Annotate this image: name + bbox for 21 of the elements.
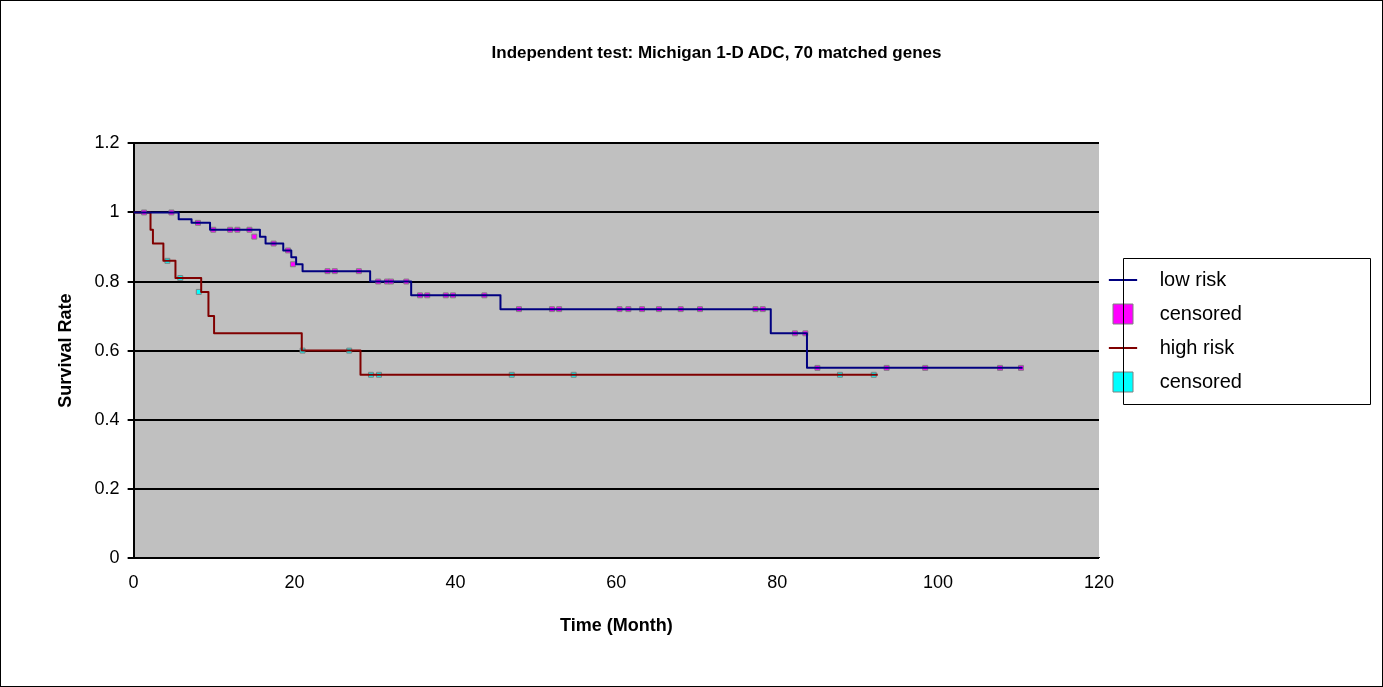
x-tick-label: 100 — [923, 571, 954, 592]
y-tick-label: 0.6 — [94, 339, 120, 360]
x-tick-label: 40 — [445, 571, 466, 592]
legend-label: censored — [1143, 301, 1242, 324]
x-tick-label: 20 — [284, 571, 305, 592]
y-tick-label: 0.2 — [94, 477, 120, 498]
x-tick-label: 120 — [1083, 571, 1115, 592]
y-tick-label: 1.2 — [94, 132, 120, 153]
x-tick-label: 80 — [767, 571, 788, 592]
legend-label: censored — [1143, 369, 1242, 392]
x-axis-title: Time (Month) — [559, 615, 673, 636]
x-tick-label: 60 — [606, 571, 627, 592]
legend-label: high risk — [1143, 335, 1236, 358]
y-tick-label: 0.8 — [94, 270, 120, 291]
legend-label: low risk — [1143, 267, 1228, 290]
x-tick-label: 0 — [128, 571, 139, 592]
y-tick-label: 0 — [109, 546, 120, 567]
y-tick-label: 1 — [109, 201, 120, 222]
y-axis-title: Survival Rate — [54, 293, 75, 408]
y-tick-label: 0.4 — [94, 408, 120, 429]
chart-title: Independent test: Michigan 1-D ADC, 70 matched genes — [491, 42, 942, 62]
